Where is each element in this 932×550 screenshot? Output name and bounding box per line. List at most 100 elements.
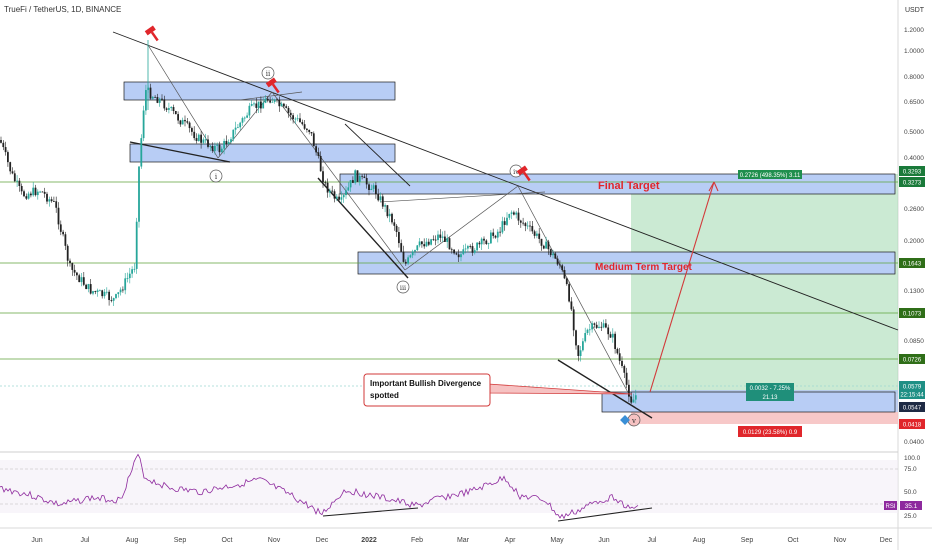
time-tick-label: Aug — [126, 537, 139, 544]
trend-line-k — [557, 359, 653, 419]
candle-body — [473, 250, 476, 253]
candle-body — [34, 187, 37, 196]
candle-body — [352, 180, 354, 183]
time-tick-label: Aug — [693, 537, 706, 544]
candle-body — [172, 107, 175, 112]
candle-body — [545, 241, 547, 249]
candle-body — [579, 350, 582, 356]
candle-body — [271, 101, 274, 103]
candle-body — [340, 197, 343, 200]
candle-body — [577, 345, 580, 356]
candle-body — [7, 152, 9, 163]
candle-body — [191, 128, 193, 132]
candle-body — [262, 102, 265, 109]
candle-body — [211, 146, 214, 151]
candle-body — [494, 235, 497, 238]
level-badge — [899, 419, 925, 429]
candle-body — [30, 193, 32, 196]
candle-body — [243, 117, 246, 119]
candle-body — [43, 191, 46, 194]
price-tick-label: 0.4000 — [904, 155, 924, 162]
candle-body — [69, 260, 71, 264]
candle-body — [89, 284, 92, 294]
candle-body — [197, 134, 200, 141]
candle-body — [188, 122, 191, 129]
candle-body — [276, 99, 278, 101]
level-badge-label: 0.3293 — [903, 170, 922, 176]
candle-body — [517, 212, 520, 221]
rsi-badge — [884, 501, 897, 510]
trend-line-j — [517, 185, 633, 401]
candle-body — [522, 222, 524, 224]
candle-body — [490, 232, 492, 244]
candle-body — [283, 103, 285, 107]
rsi-tick-label: 25.0 — [904, 513, 917, 520]
candle-body — [575, 330, 577, 346]
candle-body — [115, 294, 117, 299]
candle-body — [598, 326, 600, 328]
candle-body — [460, 254, 462, 258]
candle-body — [227, 142, 230, 145]
candle-body — [315, 146, 317, 153]
candle-body — [508, 213, 511, 218]
candle-body — [329, 190, 331, 193]
candle-body — [609, 334, 612, 338]
candle-body — [46, 193, 48, 202]
candle-body — [621, 360, 623, 367]
candle-body — [96, 290, 99, 293]
candle-body — [506, 217, 508, 225]
candle-body — [430, 239, 432, 245]
candle-body — [220, 148, 223, 153]
candle-body — [384, 205, 386, 207]
rsi-tick-label: 50.0 — [904, 489, 917, 496]
rsi-value-badge — [900, 501, 922, 510]
candle-body — [232, 129, 235, 140]
candle-body — [455, 253, 458, 255]
price-tick-label: 0.1300 — [904, 288, 924, 295]
candle-body — [432, 239, 435, 241]
position-info-text-2: 21.13 — [762, 395, 778, 401]
candle-body — [526, 225, 529, 227]
candle-body — [503, 221, 506, 225]
candle-body — [223, 140, 225, 149]
candle-body — [253, 103, 255, 105]
candle-body — [437, 234, 439, 241]
trend-line-g — [317, 177, 409, 279]
candle-body — [570, 301, 573, 310]
candle-body — [99, 290, 101, 292]
hammer-icon — [265, 77, 280, 94]
candle-body — [278, 99, 281, 107]
position-info-text-1: 0.0032 - 7.25% — [750, 386, 791, 392]
candle-body — [411, 251, 414, 256]
candle-body — [469, 246, 472, 247]
candle-body — [273, 99, 276, 102]
candle-body — [50, 199, 53, 202]
time-tick-label: May — [550, 537, 564, 544]
symbol-title: TrueFi / TetherUS, 1D, BINANCE — [4, 5, 121, 14]
price-tick-label: 0.2600 — [904, 206, 924, 213]
candle-body — [202, 139, 205, 143]
candle-body — [92, 291, 94, 294]
zone-upper-2 — [129, 143, 396, 163]
candle-body — [552, 253, 554, 256]
candle-body — [538, 233, 541, 239]
candle-body — [414, 250, 416, 252]
price-tick-label: 0.6500 — [904, 99, 924, 106]
candle-body — [492, 232, 495, 236]
candle-body — [365, 177, 368, 185]
candle-body — [513, 212, 515, 215]
candle-body — [556, 258, 559, 265]
level-badge — [899, 177, 925, 187]
price-axis: 1.2000 1.0000 0.8000 0.6500 0.5000 0.4000 0.26… — [904, 27, 924, 446]
candle-body — [425, 241, 428, 247]
level-badge-label: 0.1643 — [903, 262, 922, 268]
price-tick-label: 0.0400 — [904, 439, 924, 446]
time-tick-label: Sep — [741, 537, 754, 544]
candle-body — [375, 185, 377, 195]
candle-body — [542, 245, 545, 249]
candle-body — [464, 248, 467, 250]
candle-body — [27, 193, 30, 199]
time-tick-label: Oct — [222, 537, 233, 544]
candle-body — [177, 114, 179, 121]
